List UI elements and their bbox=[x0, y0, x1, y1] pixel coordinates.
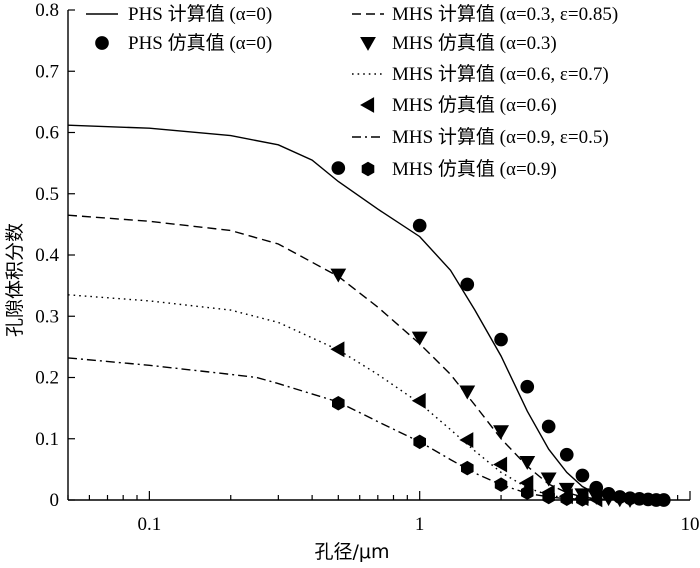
x-tick-label: 0.1 bbox=[137, 514, 161, 535]
legend-label: MHS 仿真值 (α=0.3) bbox=[392, 32, 557, 54]
x-tick-label: 1 bbox=[415, 514, 425, 535]
data-point-series-1 bbox=[412, 218, 427, 233]
legend-swatch-marker bbox=[95, 36, 109, 50]
y-tick-label: 0.3 bbox=[35, 306, 59, 327]
legend-label: MHS 计算值 (α=0.3, ε=0.85) bbox=[392, 3, 618, 25]
data-point-series-3 bbox=[600, 492, 617, 507]
data-point-series-5 bbox=[411, 392, 426, 409]
data-point-series-7 bbox=[521, 485, 534, 500]
y-tick-label: 0.5 bbox=[35, 184, 59, 205]
legend-swatch-marker bbox=[360, 97, 375, 113]
data-point-series-5 bbox=[330, 341, 345, 358]
data-point-series-3 bbox=[558, 482, 575, 497]
data-point-series-7 bbox=[542, 489, 555, 505]
data-point-series-7 bbox=[560, 491, 573, 506]
legend-swatch-marker bbox=[361, 161, 375, 177]
y-tick-label: 0.4 bbox=[35, 245, 59, 266]
data-point-series-7 bbox=[332, 396, 345, 411]
data-point-series-1 bbox=[656, 493, 671, 507]
y-tick-label: 0.2 bbox=[35, 368, 59, 389]
y-tick-label: 0.1 bbox=[35, 429, 59, 450]
data-point-series-1 bbox=[520, 379, 535, 394]
y-tick-label: 0.6 bbox=[35, 123, 59, 144]
data-point-series-3 bbox=[622, 493, 638, 508]
legend-label: MHS 仿真值 (α=0.9) bbox=[392, 158, 557, 180]
y-axis-label: 孔隙体积分数 bbox=[4, 223, 26, 337]
data-point-series-7 bbox=[461, 460, 474, 476]
y-tick-label: 0 bbox=[50, 490, 60, 511]
data-point-series-7 bbox=[494, 477, 508, 492]
series-line-4 bbox=[67, 294, 609, 501]
data-point-series-1 bbox=[575, 468, 590, 483]
series-line-6 bbox=[67, 357, 609, 501]
data-point-series-1 bbox=[494, 332, 508, 347]
x-axis-label: 孔径/μm bbox=[315, 541, 390, 563]
legend-swatch-marker bbox=[360, 37, 376, 51]
data-point-series-7 bbox=[413, 434, 426, 450]
data-point-series-3 bbox=[411, 331, 428, 346]
data-point-series-5 bbox=[459, 432, 474, 448]
data-point-series-1 bbox=[559, 447, 574, 462]
legend-label: PHS 计算值 (α=0) bbox=[128, 3, 272, 25]
y-tick-label: 0.8 bbox=[35, 0, 59, 21]
data-point-series-1 bbox=[331, 161, 346, 175]
legend-label: PHS 仿真值 (α=0) bbox=[128, 32, 272, 54]
data-point-series-3 bbox=[330, 268, 347, 283]
data-point-series-3 bbox=[493, 425, 509, 440]
data-point-series-3 bbox=[540, 472, 557, 487]
legend: PHS 计算值 (α=0) PHS 仿真值 (α=0) MHS 计算值 (α=0.3… bbox=[86, 3, 618, 180]
data-point-series-7 bbox=[576, 492, 589, 507]
series-line-2 bbox=[67, 214, 631, 501]
data-point-series-5 bbox=[493, 456, 508, 473]
y-tick-label: 0.7 bbox=[35, 61, 59, 82]
data-point-series-1 bbox=[541, 419, 556, 434]
data-point-series-3 bbox=[519, 456, 536, 470]
legend-label: MHS 计算值 (α=0.6, ε=0.7) bbox=[392, 63, 609, 85]
data-point-series-3 bbox=[459, 385, 476, 400]
data-point-series-5 bbox=[519, 474, 534, 491]
x-tick-label: 10 bbox=[681, 514, 700, 535]
plot-area: 0 0.1 0.2 0.3 0.4 0.5 0.6 0.7 0.8 0.1 1 10 bbox=[35, 0, 699, 535]
legend-label: MHS 计算值 (α=0.9, ε=0.5) bbox=[392, 126, 609, 148]
data-point-series-1 bbox=[460, 277, 475, 292]
series-line-0 bbox=[67, 124, 649, 501]
legend-label: MHS 仿真值 (α=0.6) bbox=[392, 94, 557, 116]
